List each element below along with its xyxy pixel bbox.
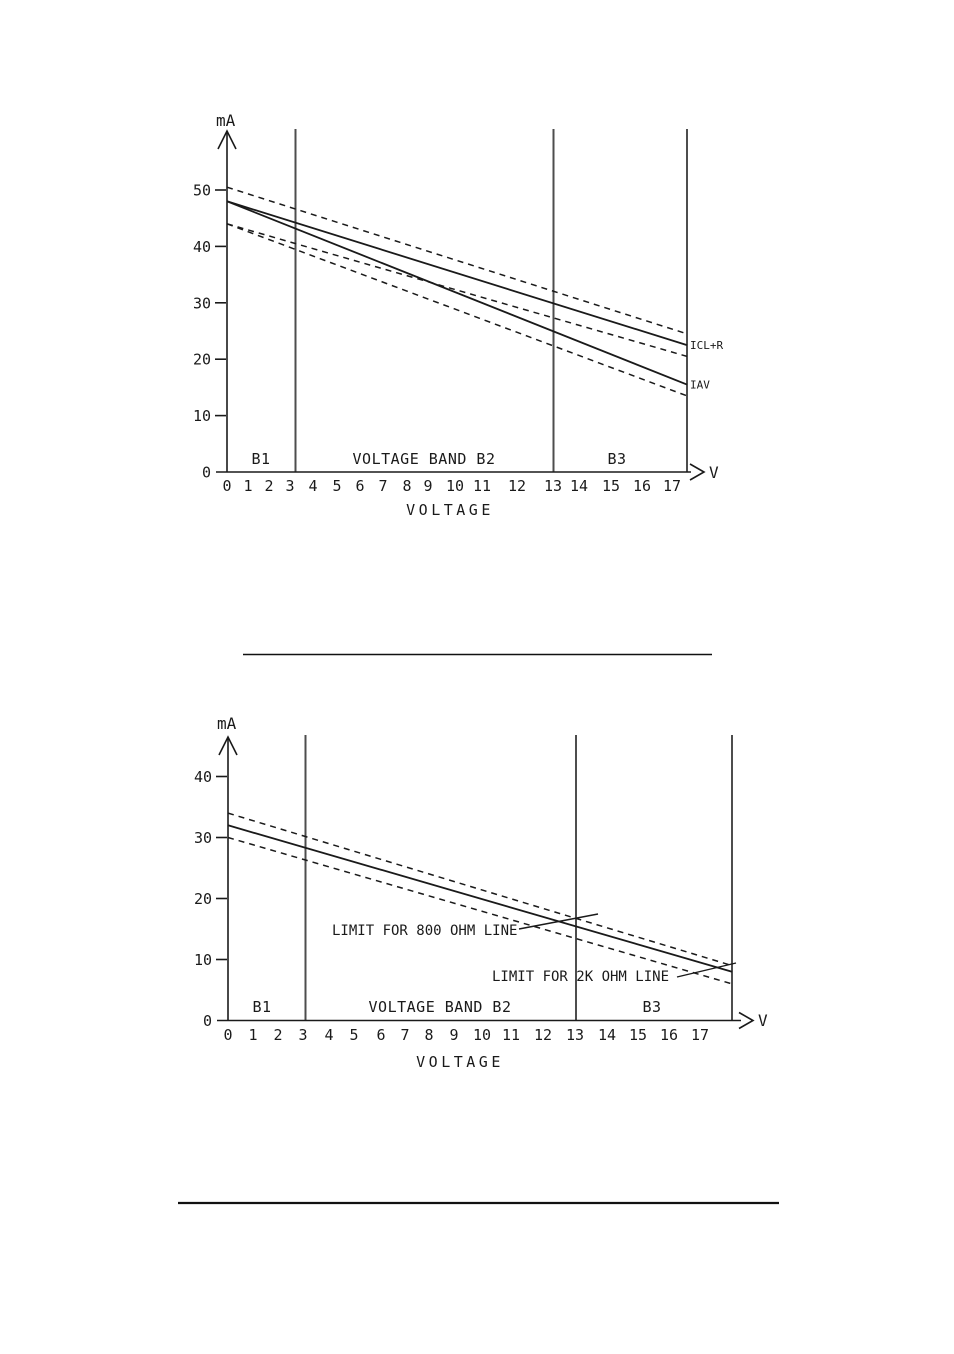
x-tick-label: 16 — [633, 477, 651, 495]
x-axis-arrow-label: V — [758, 1011, 768, 1030]
x-tick-label: 10 — [446, 477, 464, 495]
x-tick-label: 7 — [378, 477, 387, 495]
y-tick-label: 20 — [194, 890, 212, 908]
series-line-upper-tolerance — [226, 186, 688, 335]
x-tick-label: 16 — [660, 1026, 678, 1044]
x-tick-label: 0 — [222, 477, 231, 495]
y-axis-arrowhead-icon — [217, 129, 237, 150]
x-tick-label: 1 — [243, 477, 252, 495]
annotation-text: LIMIT FOR 2K OHM LINE — [492, 969, 669, 985]
x-tick-label: 15 — [602, 477, 620, 495]
x-tick-label: 3 — [298, 1026, 307, 1044]
x-tick-label: 3 — [285, 477, 294, 495]
x-tick-label: 5 — [332, 477, 341, 495]
x-tick-label: 17 — [691, 1026, 709, 1044]
y-tick-label: 40 — [193, 238, 211, 256]
y-tick-label: 10 — [194, 951, 212, 969]
series-label: ICL+R — [690, 339, 723, 352]
y-axis-unit-label: mA — [216, 111, 236, 130]
x-tick-label: 9 — [423, 477, 432, 495]
series-line-lower-tolerance — [226, 223, 688, 397]
x-tick-label: 5 — [349, 1026, 358, 1044]
x-tick-label: 10 — [473, 1026, 491, 1044]
x-tick-label: 14 — [570, 477, 588, 495]
series-line-line-current-limit — [227, 824, 733, 973]
x-tick-label: 4 — [308, 477, 317, 495]
x-tick-label: 6 — [355, 477, 364, 495]
y-axis-unit-label: mA — [217, 714, 237, 733]
x-tick-label: 6 — [376, 1026, 385, 1044]
x-tick-label: 12 — [508, 477, 526, 495]
y-tick-label: 30 — [194, 829, 212, 847]
x-tick-label: 8 — [424, 1026, 433, 1044]
band-label: B1 — [251, 450, 270, 468]
x-tick-label: 13 — [566, 1026, 584, 1044]
x-tick-label: 7 — [400, 1026, 409, 1044]
annotation-leader-line — [676, 962, 737, 978]
x-tick-label: 15 — [629, 1026, 647, 1044]
y-tick-label: 0 — [203, 1012, 212, 1030]
band-label: B3 — [607, 450, 626, 468]
band-label: VOLTAGE BAND B2 — [369, 998, 512, 1016]
x-axis-arrow-label: V — [709, 463, 719, 482]
series-line-ICL+R — [226, 200, 688, 346]
x-tick-label: 2 — [264, 477, 273, 495]
series-line-middle-tolerance — [226, 223, 688, 358]
series-line-IAV — [226, 200, 688, 386]
x-tick-label: 2 — [273, 1026, 282, 1044]
x-tick-label: 8 — [402, 477, 411, 495]
band-label: B1 — [252, 998, 271, 1016]
x-tick-label: 13 — [544, 477, 562, 495]
y-axis-arrowhead-icon — [218, 735, 238, 756]
y-tick-label: 10 — [193, 407, 211, 425]
x-tick-label: 17 — [663, 477, 681, 495]
x-axis-arrowhead-icon — [738, 1011, 755, 1030]
x-tick-label: 11 — [502, 1026, 520, 1044]
series-line-lower-tolerance — [227, 836, 733, 985]
series-label: IAV — [690, 379, 710, 392]
band-label: B3 — [642, 998, 661, 1016]
x-tick-label: 12 — [534, 1026, 552, 1044]
x-tick-label: 4 — [324, 1026, 333, 1044]
x-tick-label: 1 — [248, 1026, 257, 1044]
y-tick-label: 50 — [193, 182, 211, 200]
annotation-leader-line — [518, 913, 599, 930]
x-tick-label: 11 — [473, 477, 491, 495]
annotation-text: LIMIT FOR 800 OHM LINE — [332, 923, 517, 939]
y-tick-label: 30 — [193, 294, 211, 312]
y-tick-label: 40 — [194, 768, 212, 786]
x-axis-title: VOLTAGE — [416, 1053, 504, 1071]
x-tick-label: 0 — [223, 1026, 232, 1044]
band-label: VOLTAGE BAND B2 — [353, 450, 496, 468]
y-tick-label: 20 — [193, 351, 211, 369]
x-axis-arrowhead-icon — [689, 463, 706, 481]
x-tick-label: 14 — [598, 1026, 616, 1044]
x-axis-title: VOLTAGE — [406, 501, 494, 519]
y-tick-label: 0 — [202, 464, 211, 482]
x-tick-label: 9 — [449, 1026, 458, 1044]
series-line-upper-tolerance — [227, 812, 733, 967]
